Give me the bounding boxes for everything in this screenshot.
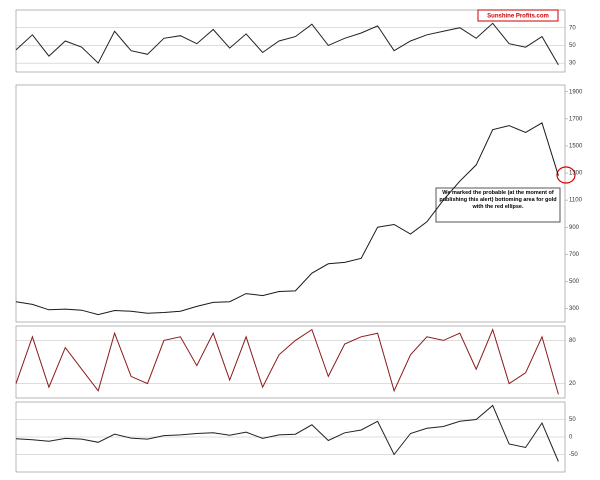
panel-frame [15,325,566,399]
logo [477,9,559,22]
y-tick-label: 20 [569,381,576,387]
y-tick-label: 80 [569,338,576,344]
series-line [15,122,559,316]
series-line [15,328,559,395]
y-tick-label: 300 [569,306,580,312]
y-tick-label: 900 [569,225,580,231]
series-line [15,22,559,66]
y-tick-label: 1300 [569,171,583,177]
logo-text: Sunshine Profits.com [487,14,549,20]
annotation-box [435,187,561,223]
y-tick-label: 700 [569,252,580,258]
annotation-wrap: We marked the probable (at the moment of… [439,190,557,210]
y-tick-label: 50 [569,43,576,49]
y-tick-label: 1500 [569,144,583,150]
y-tick-label: 1900 [569,89,583,95]
y-tick-label: 1100 [569,198,583,204]
series-line [15,404,559,462]
y-tick-label: 1700 [569,116,583,122]
red-ellipse [556,166,576,184]
y-tick-label: 30 [569,61,576,67]
y-tick-label: 500 [569,279,580,285]
annotation: We marked the probable (at the moment of… [439,190,557,210]
y-tick-label: -50 [569,452,578,458]
y-tick-label: 0 [569,435,573,441]
y-tick-label: 70 [569,25,576,31]
panel-frame [15,84,566,323]
y-tick-label: 50 [569,417,576,423]
panel-frame [15,9,566,73]
